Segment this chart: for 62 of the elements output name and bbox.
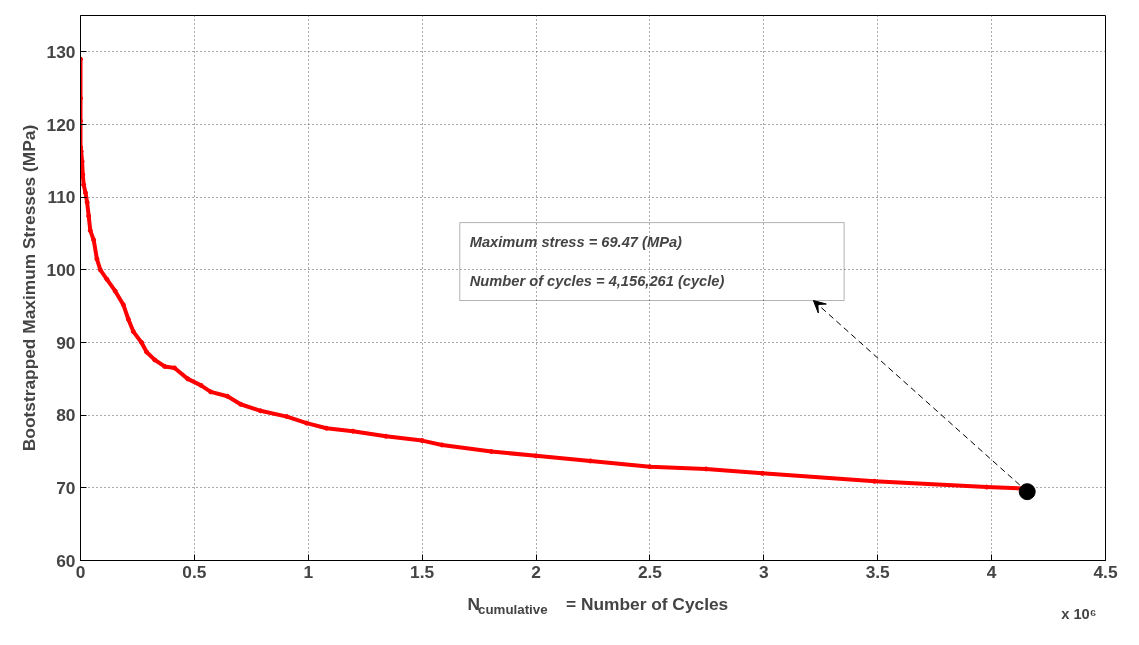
point bbox=[112, 288, 118, 294]
point bbox=[224, 393, 230, 399]
y-tick-label: 90 bbox=[56, 332, 76, 353]
y-tick-label: 110 bbox=[47, 187, 76, 208]
point bbox=[439, 442, 445, 448]
point bbox=[86, 213, 92, 219]
point bbox=[87, 228, 93, 234]
point bbox=[125, 316, 131, 322]
y-tick-label: 80 bbox=[56, 405, 76, 426]
x-tick-label: 4.5 bbox=[1093, 561, 1118, 582]
text: x 10⁶ bbox=[1061, 605, 1097, 622]
point bbox=[324, 425, 329, 431]
point bbox=[257, 408, 263, 414]
point bbox=[647, 464, 653, 470]
x-tick-label: 0.5 bbox=[182, 561, 207, 582]
point bbox=[587, 458, 593, 464]
point bbox=[198, 382, 204, 388]
point bbox=[1018, 483, 1036, 501]
point bbox=[144, 349, 150, 355]
point bbox=[872, 478, 878, 484]
annotation: Number of cycles = 4,156,261 (cycle) bbox=[469, 273, 725, 290]
point bbox=[984, 484, 990, 490]
x-tick-label: 4 bbox=[986, 561, 997, 582]
point bbox=[304, 420, 310, 426]
point bbox=[350, 428, 356, 434]
point bbox=[152, 357, 158, 363]
point bbox=[703, 466, 709, 472]
point bbox=[759, 470, 765, 476]
point bbox=[81, 182, 87, 188]
y-tick-label: 70 bbox=[56, 477, 76, 498]
point bbox=[84, 199, 90, 205]
y-tick-label: 120 bbox=[46, 114, 76, 135]
y-axis-title: Bootstrapped Maximum Stresses (MPa) bbox=[18, 124, 39, 452]
y-tick-label: 100 bbox=[46, 259, 76, 280]
point bbox=[208, 389, 214, 395]
x-tick-label: 3.5 bbox=[865, 561, 891, 582]
x-tick-label: 2.5 bbox=[637, 561, 663, 582]
point bbox=[185, 376, 191, 382]
point bbox=[97, 267, 103, 273]
point bbox=[284, 414, 290, 420]
point bbox=[162, 363, 168, 369]
y-tick-label: 60 bbox=[56, 550, 76, 571]
x-tick-label: 2 bbox=[531, 561, 541, 582]
x-tick-label: 1 bbox=[303, 561, 314, 582]
y-tick-label: 130 bbox=[46, 41, 76, 62]
point bbox=[533, 453, 539, 459]
annotation: Maximum stress = 69.47 (MPa) bbox=[469, 234, 683, 251]
point bbox=[139, 340, 145, 345]
point bbox=[172, 365, 178, 371]
point bbox=[238, 401, 244, 407]
point bbox=[91, 237, 97, 243]
point bbox=[104, 276, 110, 282]
point bbox=[383, 433, 389, 439]
point bbox=[83, 190, 89, 196]
point bbox=[130, 329, 136, 335]
x-tick-label: 0 bbox=[75, 561, 86, 582]
point bbox=[488, 449, 494, 454]
point bbox=[419, 438, 425, 444]
x-tick-label: 3 bbox=[759, 561, 770, 582]
point bbox=[120, 302, 126, 308]
x-tick-label: 1.5 bbox=[410, 561, 435, 582]
point bbox=[94, 256, 100, 262]
